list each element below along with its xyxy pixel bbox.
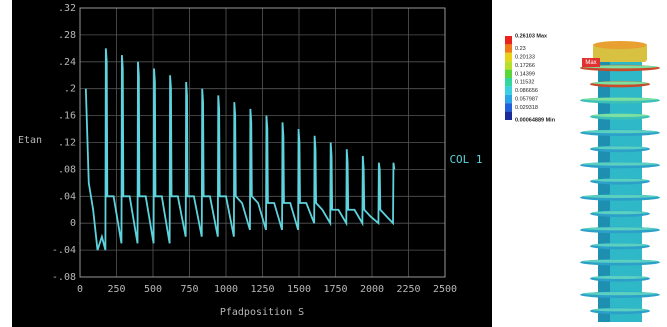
y-tick-label: .04 bbox=[58, 191, 76, 202]
shed-top bbox=[592, 243, 648, 246]
legend-label: 0.086656 bbox=[515, 88, 538, 94]
y-axis-label: Etan bbox=[18, 135, 42, 146]
legend-swatch bbox=[505, 95, 512, 103]
y-tick-label: 0 bbox=[70, 218, 76, 229]
shed-top bbox=[592, 81, 648, 84]
x-tick-label: 500 bbox=[144, 284, 162, 295]
y-tick-label: .2 bbox=[64, 84, 76, 95]
shed-top bbox=[592, 308, 648, 311]
cap-top bbox=[593, 41, 647, 49]
shed-top bbox=[582, 227, 658, 230]
x-tick-label: 2000 bbox=[360, 284, 384, 295]
x-tick-label: 1250 bbox=[250, 284, 274, 295]
legend-label: 0.23 bbox=[515, 46, 526, 52]
legend-label: 0.26103 Max bbox=[515, 33, 548, 39]
shed-top bbox=[582, 130, 658, 133]
legend-swatch bbox=[505, 86, 512, 94]
legend-swatch bbox=[505, 53, 512, 61]
legend-swatch bbox=[505, 112, 512, 120]
x-tick-label: 250 bbox=[107, 284, 125, 295]
page: Etan Pfadposition S COL 1 Max -.08 -.04 0.… bbox=[0, 0, 667, 327]
y-tick-label: .16 bbox=[58, 111, 76, 122]
y-tick-label: .28 bbox=[58, 30, 76, 41]
legend-swatch bbox=[505, 44, 512, 52]
screenshot: Etan Pfadposition S COL 1 Max -.08 -.04 0.… bbox=[0, 0, 667, 327]
shed-top bbox=[582, 195, 658, 198]
shed-top bbox=[582, 260, 658, 263]
legend-swatch bbox=[505, 103, 512, 111]
y-tick-label: .24 bbox=[58, 57, 76, 68]
shed-top bbox=[592, 276, 648, 279]
legend-label: 0.14399 bbox=[515, 71, 535, 77]
shed-top bbox=[582, 98, 658, 101]
legend-label: 0.11532 bbox=[515, 80, 534, 86]
y-tick-label: -.04 bbox=[52, 245, 76, 256]
legend-entry: COL 1 bbox=[449, 153, 482, 166]
y-tick-label: .12 bbox=[58, 138, 76, 149]
insulator-render: Max bbox=[580, 41, 660, 322]
x-tick-label: 750 bbox=[180, 284, 198, 295]
x-tick-label: 1750 bbox=[323, 284, 347, 295]
shed-top bbox=[582, 292, 658, 295]
x-tick-label: 2500 bbox=[433, 284, 457, 295]
y-tick-label: .08 bbox=[58, 164, 76, 175]
x-tick-label: 1500 bbox=[287, 284, 311, 295]
legend-swatch bbox=[505, 61, 512, 69]
legend-label: 0.057987 bbox=[515, 96, 538, 102]
y-tick-label: -.08 bbox=[52, 272, 76, 283]
shed-top bbox=[592, 211, 648, 214]
shed-top bbox=[582, 162, 658, 165]
x-tick-label: 2250 bbox=[396, 284, 420, 295]
legend-label: 0.029318 bbox=[515, 105, 538, 111]
x-tick-label: 0 bbox=[77, 284, 83, 295]
shed-top bbox=[592, 146, 648, 149]
shed-top bbox=[592, 114, 648, 117]
legend-swatch bbox=[505, 70, 512, 78]
legend-swatch bbox=[505, 36, 512, 44]
legend-label: 0.00064889 Min bbox=[515, 117, 556, 123]
shed-top bbox=[592, 179, 648, 182]
x-axis-label: Pfadposition S bbox=[220, 307, 304, 318]
legend-label: 0.20133 bbox=[515, 54, 535, 60]
y-tick-label: .32 bbox=[58, 3, 76, 14]
legend-swatch bbox=[505, 78, 512, 86]
legend-label: 0.17266 bbox=[515, 63, 535, 69]
x-tick-label: 1000 bbox=[214, 284, 238, 295]
max-annotation: Max bbox=[585, 60, 596, 66]
